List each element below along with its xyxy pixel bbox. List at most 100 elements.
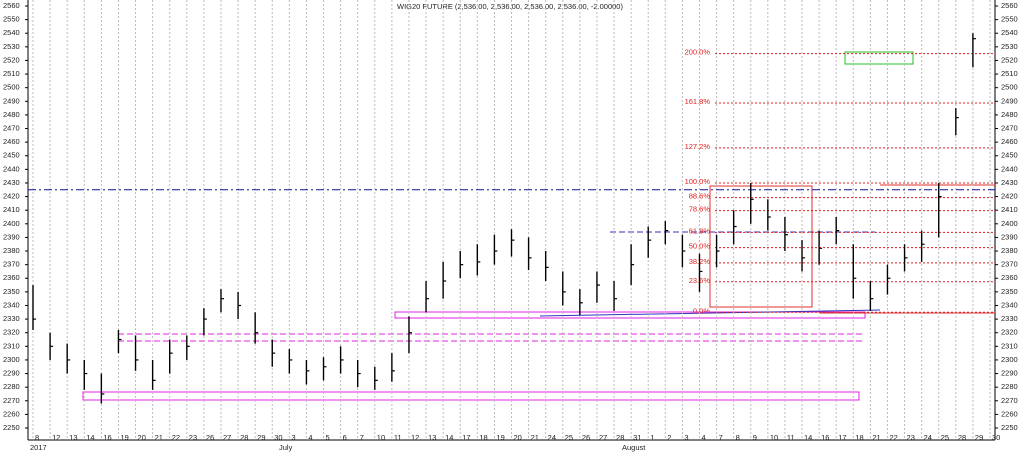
y-tick-label: 2440 (1001, 164, 1018, 173)
y-tick-label: 2290 (3, 369, 20, 378)
y-tick-label: 2300 (3, 355, 20, 364)
fib-label: 78.6% (689, 205, 711, 214)
x-tick-label: 21 (872, 433, 880, 442)
y-tick-label: 2450 (3, 151, 20, 160)
y-tick-label: 2300 (1001, 355, 1018, 364)
y-tick-label: 2310 (3, 341, 20, 350)
y-tick-label: 2510 (3, 69, 20, 78)
x-tick-label: 14 (445, 433, 453, 442)
x-tick-label: 25 (565, 433, 573, 442)
fib-label: 50.0% (689, 242, 711, 251)
target-box (844, 51, 914, 65)
y-tick-label: 2280 (3, 382, 20, 391)
y-tick-label: 2540 (3, 28, 20, 37)
period-label: July (279, 443, 293, 452)
x-tick-label: 9 (753, 433, 757, 442)
x-tick-label: 28 (616, 433, 624, 442)
x-tick-label: 12 (52, 433, 60, 442)
x-tick-label: 13 (428, 433, 436, 442)
y-tick-label: 2440 (3, 164, 20, 173)
y-tick-label: 2550 (3, 15, 20, 24)
y-tick-label: 2270 (1001, 396, 1018, 405)
x-tick-label: 30 (992, 433, 1000, 442)
y-tick-label: 2320 (3, 328, 20, 337)
y-tick-label: 2360 (1001, 273, 1018, 282)
x-tick-label: 30 (274, 433, 282, 442)
y-tick-label: 2330 (3, 314, 20, 323)
y-tick-label: 2560 (3, 1, 20, 10)
x-tick-label: 25 (941, 433, 949, 442)
zone-box (82, 391, 860, 401)
x-tick-label: 19 (496, 433, 504, 442)
y-tick-label: 2350 (1001, 287, 1018, 296)
y-tick-label: 2460 (3, 137, 20, 146)
fib-label: 0.0% (693, 306, 710, 315)
x-tick-label: 5 (326, 433, 330, 442)
x-tick-label: 4 (701, 433, 705, 442)
x-tick-label: 22 (172, 433, 180, 442)
period-label: August (622, 443, 646, 452)
x-tick-label: 13 (69, 433, 77, 442)
x-tick-label: 28 (240, 433, 248, 442)
fib-label: 161.8% (685, 97, 711, 106)
period-label: 2017 (30, 443, 47, 452)
y-tick-label: 2340 (1001, 300, 1018, 309)
x-tick-label: 29 (975, 433, 983, 442)
fib-label: 88.6% (689, 192, 711, 201)
y-tick-label: 2370 (3, 260, 20, 269)
y-tick-label: 2500 (3, 83, 20, 92)
y-tick-label: 2390 (1001, 232, 1018, 241)
x-tick-label: 17 (838, 433, 846, 442)
y-tick-label: 2370 (1001, 260, 1018, 269)
y-tick-label: 2400 (1001, 219, 1018, 228)
y-tick-label: 2510 (1001, 69, 1018, 78)
y-tick-label: 2410 (1001, 205, 1018, 214)
x-tick-label: 1 (650, 433, 654, 442)
x-tick-label: 28 (958, 433, 966, 442)
y-tick-label: 2380 (3, 246, 20, 255)
x-tick-label: 3 (291, 433, 295, 442)
x-tick-label: 23 (907, 433, 915, 442)
fib-label: 200.0% (685, 48, 711, 57)
y-tick-label: 2470 (1001, 124, 1018, 133)
y-tick-label: 2530 (1001, 42, 1018, 51)
y-tick-label: 2320 (1001, 328, 1018, 337)
fib-box (709, 185, 813, 308)
y-tick-label: 2270 (3, 396, 20, 405)
x-tick-label: 27 (223, 433, 231, 442)
x-tick-label: 18 (855, 433, 863, 442)
x-tick-label: 24 (924, 433, 932, 442)
y-tick-label: 2490 (3, 96, 20, 105)
x-tick-label: 24 (548, 433, 556, 442)
fib-label: 100.0% (685, 177, 711, 186)
y-tick-label: 2490 (1001, 96, 1018, 105)
x-tick-label: 31 (633, 433, 641, 442)
x-tick-label: 26 (582, 433, 590, 442)
trend-line (539, 309, 881, 317)
x-tick-label: 7 (360, 433, 364, 442)
x-tick-label: 27 (599, 433, 607, 442)
y-tick-label: 2480 (1001, 110, 1018, 119)
x-tick-label: 10 (770, 433, 778, 442)
x-tick-label: 10 (377, 433, 385, 442)
y-tick-label: 2560 (1001, 1, 1018, 10)
y-tick-label: 2450 (1001, 151, 1018, 160)
x-tick-label: 20 (138, 433, 146, 442)
x-tick-label: 14 (804, 433, 812, 442)
y-tick-label: 2310 (1001, 341, 1018, 350)
x-tick-label: 6 (343, 433, 347, 442)
x-tick-label: 14 (86, 433, 94, 442)
y-tick-label: 2330 (1001, 314, 1018, 323)
y-tick-label: 2520 (1001, 55, 1018, 64)
x-tick-label: 20 (514, 433, 522, 442)
x-tick-label: 2 (667, 433, 671, 442)
zone-box (394, 311, 866, 319)
y-tick-label: 2250 (1001, 423, 1018, 432)
x-tick-label: 22 (889, 433, 897, 442)
x-tick-label: 26 (206, 433, 214, 442)
y-tick-label: 2360 (3, 273, 20, 282)
x-tick-label: 23 (189, 433, 197, 442)
